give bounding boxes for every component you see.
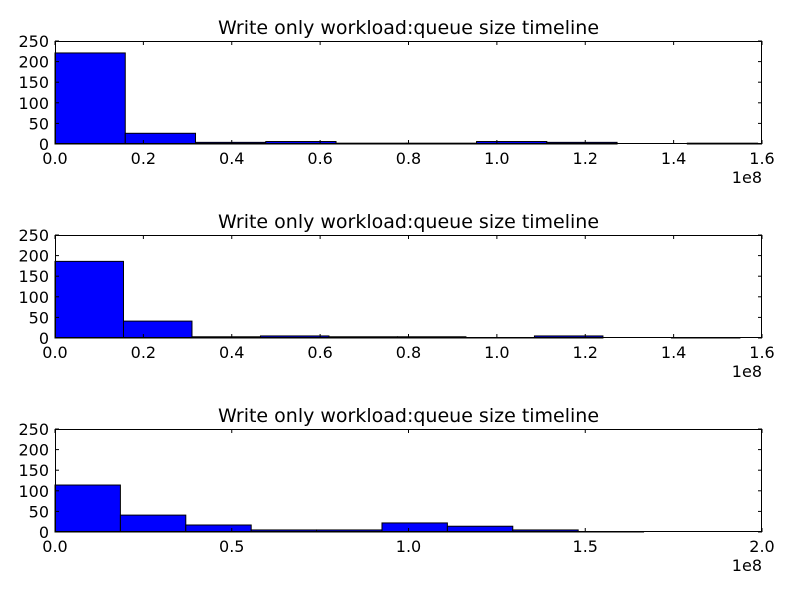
x-tick-label: 0.5 [219,537,244,556]
x-tick-label: 1.2 [573,343,598,362]
x-tick-label: 0.4 [219,343,244,362]
histogram-panel-2: Write only workload:queue size timeline 0… [18,211,774,381]
x-tick-label: 0.8 [396,149,421,168]
x-tick-label: 0.0 [42,149,67,168]
y-tick-label: 100 [18,288,49,307]
x-axis-offset-label: 1e8 [732,556,762,575]
x-tick-label: 1.6 [749,149,774,168]
y-tick-label: 150 [18,267,49,286]
y-tick-label: 200 [18,441,49,460]
histogram-bar-1 [54,52,126,145]
y-tick-label: 250 [18,420,49,439]
x-tick-label: 1.5 [573,537,598,556]
x-tick-label: 0.2 [131,149,156,168]
x-tick-label: 2.0 [749,537,774,556]
histogram-panel-3: Write only workload:queue size timeline 0… [18,405,774,575]
y-tick-label: 50 [29,114,49,133]
y-tick-label: 50 [29,502,49,521]
x-tick-label: 1.4 [661,343,686,362]
x-tick-label: 1.0 [484,343,509,362]
x-tick-label: 0.2 [131,343,156,362]
y-tick-label: 50 [29,308,49,327]
y-tick-label: 100 [18,94,49,113]
x-tick-label: 1.0 [396,537,421,556]
y-tick-label: 100 [18,482,49,501]
y-tick-label: 200 [18,247,49,266]
y-tick-label: 0 [39,523,49,542]
histogram-bar-2 [124,132,197,145]
histogram-bar-1 [54,260,124,339]
histogram-panel-1: Write only workload:queue size timeline 0… [18,17,774,187]
axes-frame [55,41,762,144]
y-tick-label: 250 [18,32,49,51]
y-tick-label: 0 [39,329,49,348]
y-tick-label: 0 [39,135,49,154]
y-tick-label: 200 [18,53,49,72]
x-tick-label: 0.6 [307,149,332,168]
x-axis-offset-label: 1e8 [732,168,762,187]
chart-title: Write only workload:queue size timeline [218,405,599,427]
x-tick-label: 1.0 [484,149,509,168]
histogram-bar-2 [119,514,187,533]
histogram-bar-2 [122,320,193,339]
x-tick-label: 0.0 [42,537,67,556]
x-tick-label: 0.6 [307,343,332,362]
y-tick-label: 250 [18,226,49,245]
histogram-bar-6 [381,522,448,533]
x-tick-label: 0.8 [396,343,421,362]
x-tick-label: 1.6 [749,343,774,362]
chart-title: Write only workload:queue size timeline [218,17,599,39]
y-tick-label: 150 [18,73,49,92]
chart-title: Write only workload:queue size timeline [218,211,599,233]
x-tick-label: 1.4 [661,149,686,168]
x-axis-offset-label: 1e8 [732,362,762,381]
x-tick-label: 1.2 [573,149,598,168]
histogram-bar-1 [54,484,121,533]
y-tick-label: 150 [18,461,49,480]
histogram-bar-3 [185,524,252,533]
x-tick-label: 0.4 [219,149,244,168]
x-tick-label: 0.0 [42,343,67,362]
